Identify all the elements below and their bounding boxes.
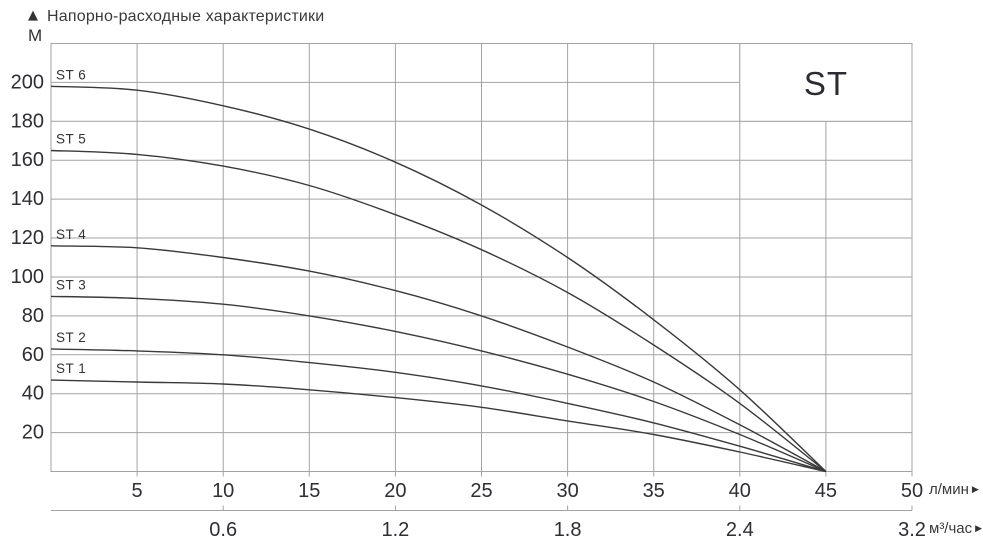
curve-label-st-2: ST 2 [56,330,86,345]
curve-label-st-6: ST 6 [56,67,86,82]
curve-st-4 [50,245,827,473]
x-tick-label: 15 [298,480,320,502]
x2-axis-unit-text: м³/час [929,520,973,537]
y-tick-label: 100 [11,266,44,288]
x-tick-label: 20 [384,480,406,502]
x-tick-label: 25 [470,480,492,502]
x-tick-label: 50 [901,480,923,502]
y-tick-label: 80 [22,305,44,327]
x2-tick-label: 1.8 [554,519,582,541]
chart-header: ▲ Напорно-расходные характеристики [28,8,324,26]
y-axis-up-arrow-icon: ▲ [28,8,38,23]
right-arrow-icon: ▶ [975,524,983,534]
x-tick-label: 30 [556,480,578,502]
curve-label-st-3: ST 3 [56,277,86,292]
x-tick-label: 10 [212,480,234,502]
x-axis-unit-label: л/мин ▶ [929,481,979,498]
curve-st-5 [50,149,827,473]
curve-label-st-1: ST 1 [56,361,86,376]
x-tick-label: 5 [132,480,143,502]
x2-axis-unit-label: м³/час ▶ [929,520,982,537]
y-tick-label: 40 [22,383,44,405]
curve-st-2 [50,348,827,473]
legend-label: ST [804,65,848,102]
y-tick-label: 60 [22,344,44,366]
x2-tick-label: 0.6 [209,519,237,541]
legend-box [739,43,913,122]
y-tick-label: 20 [22,422,44,444]
chart-title: Напорно-расходные характеристики [47,8,325,25]
x-axis-unit-text: л/мин [929,481,969,498]
y-axis-unit-label: М [28,26,43,45]
y-tick-label: 180 [11,110,44,132]
curve-st-6 [50,85,827,473]
x2-tick-label: 2.4 [726,519,754,541]
curve-label-st-5: ST 5 [56,132,86,147]
curve-st-3 [50,295,827,473]
y-tick-label: 120 [11,227,44,249]
x2-tick-label: 3.2 [898,519,926,541]
curve-label-st-4: ST 4 [56,227,86,242]
plot-border [50,43,913,472]
x-tick-label: 45 [815,480,837,502]
x-tick-label: 35 [643,480,665,502]
y-tick-label: 200 [11,71,44,93]
right-arrow-icon: ▶ [971,485,979,495]
curve-st-1 [50,379,827,473]
x-tick-label: 40 [729,480,751,502]
y-tick-label: 140 [11,188,44,210]
x2-tick-label: 1.2 [381,519,409,541]
y-tick-label: 160 [11,149,44,171]
